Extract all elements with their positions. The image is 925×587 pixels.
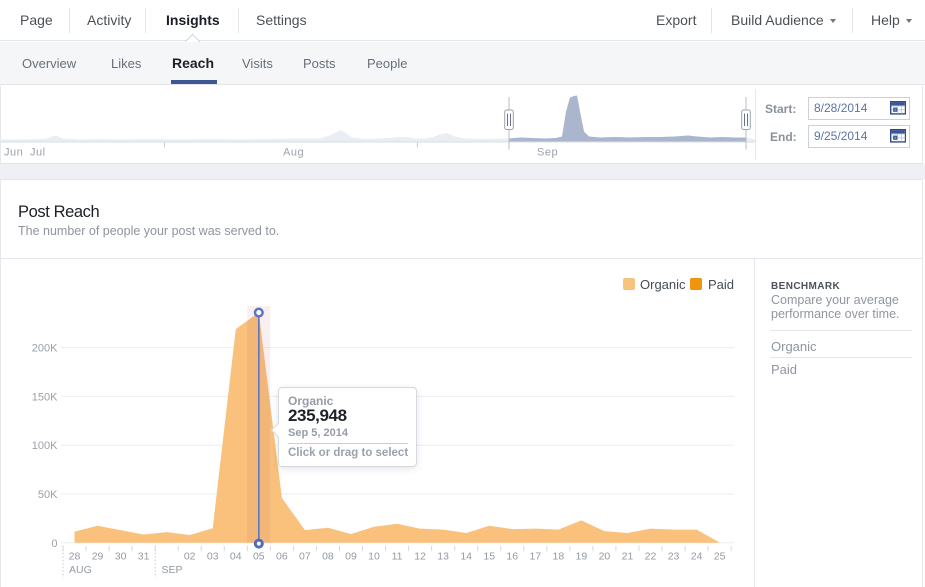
svg-text:14: 14 [460, 550, 472, 562]
svg-text:0: 0 [51, 538, 57, 550]
svg-text:19: 19 [576, 550, 588, 562]
svg-text:Jul: Jul [30, 147, 46, 159]
svg-text:17: 17 [529, 550, 541, 562]
svg-text:SEP: SEP [162, 564, 183, 576]
svg-text:13: 13 [437, 550, 449, 562]
svg-text:18: 18 [552, 550, 564, 562]
svg-text:12: 12 [414, 550, 426, 562]
svg-text:50K: 50K [38, 489, 58, 501]
svg-text:100K: 100K [32, 440, 58, 452]
svg-text:15: 15 [483, 550, 495, 562]
svg-text:30: 30 [115, 550, 127, 562]
svg-text:25: 25 [714, 550, 726, 562]
svg-text:06: 06 [276, 550, 288, 562]
svg-text:AUG: AUG [69, 564, 92, 576]
svg-text:29: 29 [92, 550, 104, 562]
svg-text:20: 20 [599, 550, 611, 562]
svg-text:31: 31 [138, 550, 150, 562]
svg-text:09: 09 [345, 550, 357, 562]
svg-text:07: 07 [299, 550, 311, 562]
svg-text:16: 16 [506, 550, 518, 562]
svg-text:02: 02 [184, 550, 196, 562]
svg-text:21: 21 [622, 550, 634, 562]
svg-text:05: 05 [253, 550, 265, 562]
svg-text:200K: 200K [32, 343, 58, 355]
svg-text:23: 23 [668, 550, 680, 562]
svg-text:Sep: Sep [537, 147, 558, 159]
svg-text:28: 28 [69, 550, 81, 562]
svg-text:Aug: Aug [283, 147, 304, 159]
svg-text:08: 08 [322, 550, 334, 562]
svg-text:03: 03 [207, 550, 219, 562]
svg-text:150K: 150K [32, 391, 58, 403]
svg-text:Jun: Jun [4, 147, 23, 159]
svg-text:24: 24 [691, 550, 703, 562]
svg-text:22: 22 [645, 550, 657, 562]
svg-text:11: 11 [392, 550, 403, 562]
svg-text:10: 10 [368, 550, 380, 562]
svg-text:04: 04 [230, 550, 242, 562]
